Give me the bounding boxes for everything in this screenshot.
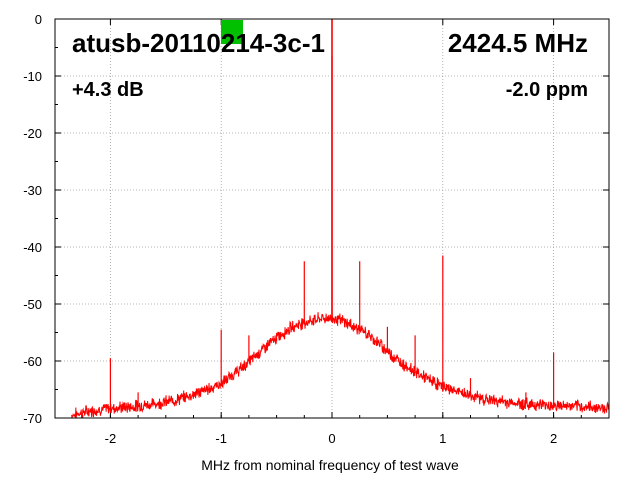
y-tick-label: -40: [23, 240, 42, 255]
plot-frame: [54, 18, 610, 419]
y-tick-label: 0: [35, 12, 42, 27]
y-tick-label: -30: [23, 183, 42, 198]
plot-area: [71, 19, 610, 419]
y-tick-label: -10: [23, 69, 42, 84]
chart-title: atusb-20110214-3c-1: [72, 28, 325, 58]
status-indicator: [221, 20, 243, 44]
x-tick-labels: -2 -1 0 1 2: [105, 431, 558, 446]
spectrum-trace: [71, 312, 610, 419]
x-tick-label: 0: [328, 431, 335, 446]
y-tick-labels: 0 -10 -20 -30 -40 -50 -60 -70: [23, 12, 42, 426]
x-axis-label: MHz from nominal frequency of test wave: [201, 457, 459, 473]
x-tick-label: -2: [105, 431, 117, 446]
x-tick-label: -1: [215, 431, 227, 446]
y-tick-label: -50: [23, 297, 42, 312]
y-tick-label: -60: [23, 354, 42, 369]
x-tick-label: 2: [550, 431, 557, 446]
x-tick-label: 1: [439, 431, 446, 446]
frequency-label: 2424.5 MHz: [448, 28, 588, 58]
ppm-label: -2.0 ppm: [506, 79, 588, 101]
y-tick-label: -70: [23, 411, 42, 426]
gain-label: +4.3 dB: [72, 79, 144, 101]
y-tick-label: -20: [23, 126, 42, 141]
